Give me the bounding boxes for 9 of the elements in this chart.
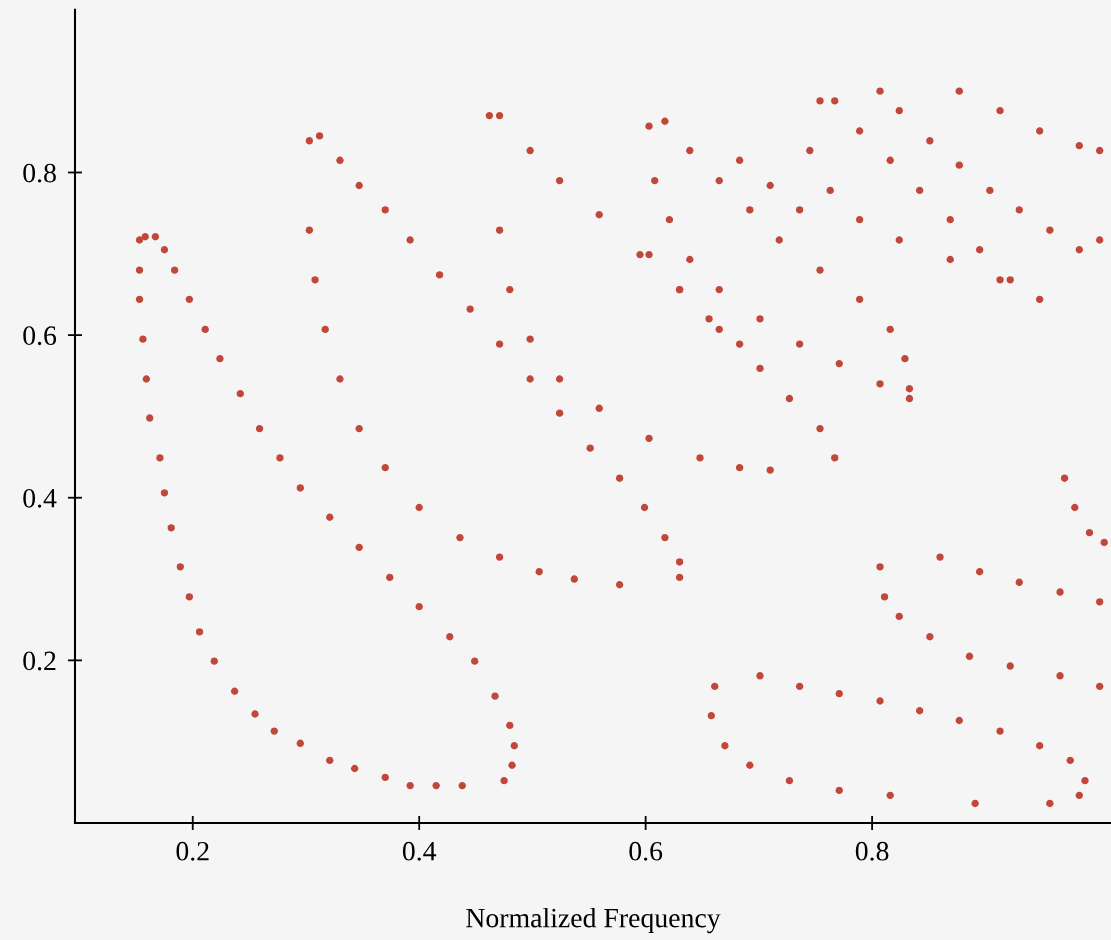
- x-tick-label: 0.4: [402, 841, 437, 861]
- y-tick-label: 0.4: [23, 488, 57, 508]
- x-tick-label: 0.6: [629, 841, 663, 861]
- x-tick-label: 0.2: [176, 841, 209, 861]
- y-tick-label: 0.8: [23, 163, 56, 183]
- y-tick-label: 0.2: [23, 651, 56, 671]
- y-tick-label: 0.6: [23, 326, 57, 346]
- x-tick-label: 0.8: [855, 841, 889, 861]
- x-axis-title: Normalized Frequency: [466, 907, 721, 934]
